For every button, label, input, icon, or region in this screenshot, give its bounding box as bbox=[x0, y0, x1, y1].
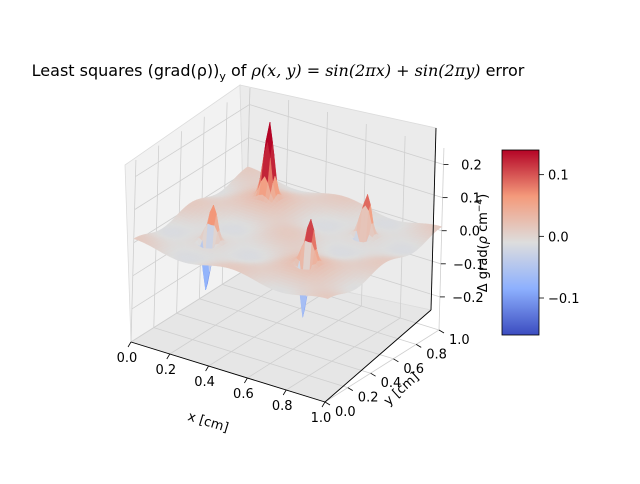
x-tick-mark bbox=[127, 341, 132, 348]
y-tick-mark bbox=[415, 344, 422, 348]
chart-title: Least squares (grad(ρ))y of ρ(x, y) = si… bbox=[31, 61, 525, 84]
grid-line bbox=[135, 104, 444, 177]
grid-line bbox=[176, 312, 371, 374]
y-tick-label: 0.0 bbox=[335, 405, 356, 420]
x-tick-label: 0.8 bbox=[272, 399, 293, 414]
x-tick-mark bbox=[321, 401, 326, 408]
x-tick-label: 1.0 bbox=[311, 411, 332, 426]
x-tick-mark bbox=[244, 377, 248, 384]
y-tick-mark bbox=[438, 329, 445, 334]
x-tick-label: 0.2 bbox=[155, 363, 176, 378]
y-tick-mark bbox=[393, 358, 399, 363]
grid-line bbox=[153, 327, 348, 388]
colorbar bbox=[501, 149, 540, 336]
x-tick-mark bbox=[166, 353, 171, 360]
grid-line bbox=[199, 298, 394, 360]
colorbar-tick-label: 0.0 bbox=[548, 230, 569, 245]
colorbar-ticks: 0.1 0.0 −0.1 bbox=[539, 169, 580, 307]
grid-line bbox=[134, 137, 443, 210]
colorbar-label: Δ grad(ρ cm−4) bbox=[475, 194, 491, 293]
colorbar-tick-label: −0.1 bbox=[548, 292, 580, 307]
x-tick-mark bbox=[205, 365, 209, 372]
x-tick-mark bbox=[282, 389, 287, 396]
grid-line bbox=[130, 159, 137, 343]
y-tick-label: 0.2 bbox=[358, 391, 379, 406]
y-tick-label: 0.8 bbox=[426, 347, 447, 362]
y-tick-mark bbox=[324, 401, 331, 406]
error-surface bbox=[133, 121, 443, 318]
x-tick-label: 0.6 bbox=[233, 387, 254, 402]
grid-line bbox=[222, 284, 417, 345]
z-tick-label: 0.2 bbox=[461, 159, 482, 174]
y-tick-mark bbox=[370, 372, 376, 377]
y-tick-label: 1.0 bbox=[449, 333, 470, 348]
x-tick-label: 0.4 bbox=[194, 375, 215, 390]
x-axis-label: x [cm] bbox=[186, 409, 230, 436]
colorbar-tick-label: 0.1 bbox=[548, 169, 569, 184]
y-tick-mark bbox=[347, 387, 354, 391]
x-tick-label: 0.0 bbox=[117, 351, 138, 366]
